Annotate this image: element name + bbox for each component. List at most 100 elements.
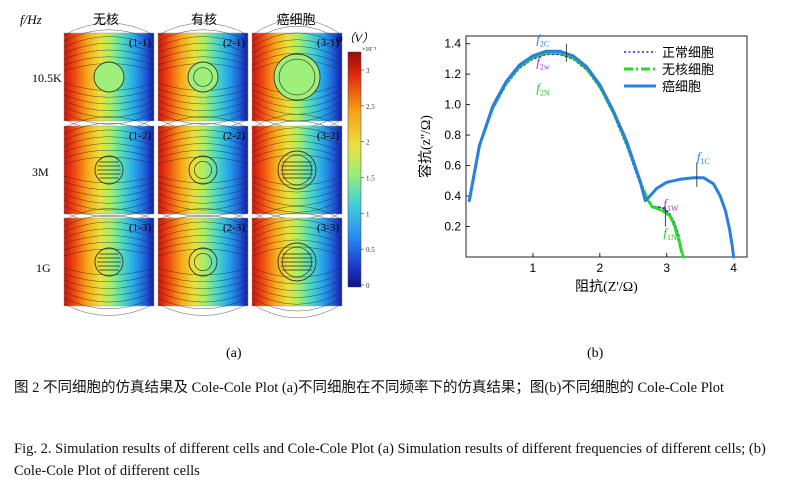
field-line (157, 279, 249, 289)
field-line (157, 273, 249, 283)
column-header-nucleated: 有核 (191, 12, 217, 27)
field-line (63, 106, 155, 118)
field-line (157, 149, 249, 159)
field-line (251, 219, 343, 233)
colorbar (347, 51, 362, 288)
field-line (63, 143, 155, 153)
field-line (251, 181, 343, 193)
field-line (157, 205, 249, 218)
sim-cell-1-1: (1-1) (63, 22, 155, 132)
field-line (63, 156, 155, 165)
field-line (63, 43, 155, 54)
field-line (251, 291, 343, 305)
cell-nucleus (278, 58, 316, 96)
series-line-2 (467, 49, 736, 259)
field-line (157, 156, 249, 165)
cell-membrane (273, 53, 321, 101)
field-line (251, 246, 343, 257)
x-tick-label: 3 (663, 261, 670, 275)
field-line (251, 46, 343, 60)
field-line (157, 267, 249, 276)
field-line (157, 214, 249, 227)
field-line (251, 120, 343, 135)
field-line (157, 106, 249, 118)
field-line (157, 235, 249, 245)
x-axis-label: 阻抗(Z'/Ω) (575, 279, 638, 295)
field-line (157, 175, 249, 184)
field-line (251, 303, 343, 318)
field-line (251, 232, 343, 245)
annotation-f2w: f2w (536, 54, 550, 71)
field-line (251, 285, 343, 298)
field-line (251, 88, 343, 102)
field-line (157, 49, 249, 60)
annotation-f1c: f1C (697, 149, 710, 166)
field-line (63, 112, 155, 125)
row-label-3m: 3M (32, 165, 49, 179)
column-header-anucleate: 无核 (93, 12, 119, 27)
field-line (157, 129, 249, 141)
field-line (251, 239, 343, 251)
field-line (157, 136, 249, 147)
cell-membrane (277, 150, 317, 190)
sim-cell-label: (3-3) (317, 222, 339, 234)
field-line (63, 199, 155, 211)
annotation-f1w: f1W (663, 196, 679, 213)
field-line (63, 49, 155, 60)
field-line (157, 29, 249, 42)
sim-cell-label: (2-2) (223, 130, 245, 142)
field-line (157, 291, 249, 303)
field-line (251, 19, 343, 36)
panel-b-cole-cole-plot: 1 2 3 4 0.2 0.4 0.6 0.8 1.0 1.2 1.4 阻抗(Z'/Ω) 容抗(z''/… (417, 32, 748, 361)
sim-cell-1-2: (1-2) (63, 116, 155, 224)
field-line (157, 193, 249, 204)
colorbar-tick-label: 1 (366, 210, 370, 218)
field-line (251, 32, 343, 48)
field-line (251, 114, 343, 129)
field-line (63, 181, 155, 191)
field-line (63, 279, 155, 289)
annotation-f1n: f1N (663, 225, 677, 242)
cell-nucleus (193, 160, 213, 180)
panel-a-label: (a) (226, 346, 242, 361)
field-line (63, 193, 155, 204)
field-line (251, 147, 343, 159)
sim-cell-3-1: (3-1) (251, 19, 343, 135)
y-axis-label: 容抗(z''/Ω) (417, 115, 434, 178)
field-line (251, 140, 343, 153)
field-line (251, 26, 343, 42)
field-line (63, 208, 155, 221)
field-line (251, 94, 343, 108)
field-line (157, 56, 249, 66)
field-line (251, 206, 343, 221)
field-line (251, 127, 343, 141)
field-line (251, 134, 343, 147)
colorbar-tick-label: 1.5 (366, 175, 375, 183)
cell-membrane (277, 242, 317, 282)
field-line (63, 94, 155, 105)
field-line (63, 29, 155, 42)
field-line (251, 39, 343, 54)
field-line (157, 36, 249, 48)
plot-frame (465, 35, 748, 258)
field-line (251, 226, 343, 239)
sim-cell-2-1: (2-1) (157, 22, 249, 132)
field-line (63, 228, 155, 239)
field-line (157, 122, 249, 135)
field-line (251, 187, 343, 200)
field-line (157, 116, 249, 129)
field-line (157, 285, 249, 296)
field-line (63, 36, 155, 48)
field-line (157, 143, 249, 153)
y-tick-label: 0.4 (444, 189, 461, 203)
legend-label-1: 无核细胞 (662, 62, 714, 77)
y-tick-label: 0.2 (444, 220, 461, 234)
sim-cell-label: (1-3) (129, 222, 151, 234)
caption-chinese: 图 2 不同细胞的仿真结果及 Cole-Cole Plot (a)不同细胞在不同… (14, 380, 725, 396)
sim-cell-2-3: (2-3) (157, 208, 249, 316)
field-line (157, 303, 249, 316)
legend-label-0: 正常细胞 (662, 45, 714, 60)
field-line (63, 122, 155, 135)
colorbar-exponent: ×10⁻³ (362, 47, 377, 53)
cell-membrane (94, 247, 124, 277)
